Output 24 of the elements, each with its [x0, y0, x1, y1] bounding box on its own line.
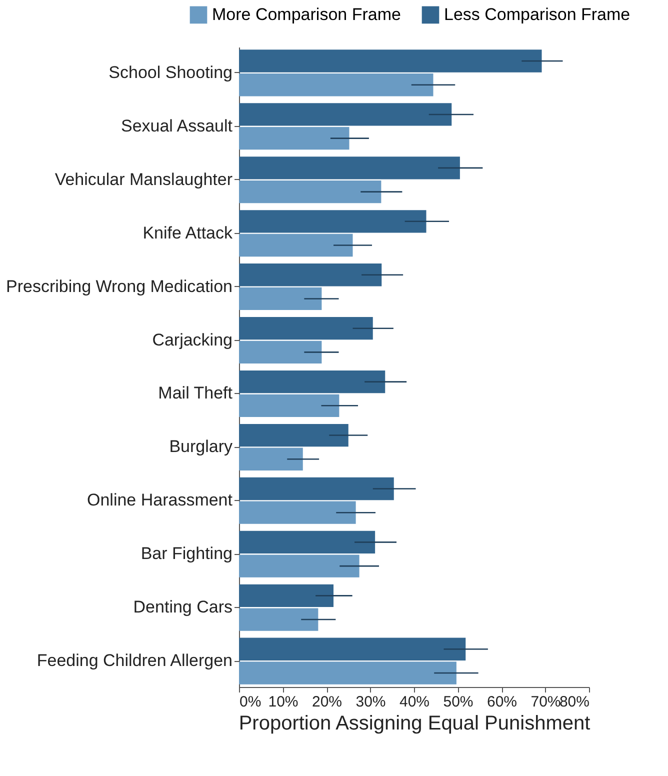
y-tick-label: Mail Theft: [158, 384, 233, 403]
x-tick-label: 60%: [486, 694, 518, 710]
x-tick-label: 50%: [443, 694, 474, 710]
y-tick-label: Prescribing Wrong Medication: [6, 276, 232, 296]
legend-label: More Comparison Frame: [212, 4, 401, 24]
x-tick-label: 20%: [312, 694, 342, 710]
x-tick-label: 40%: [399, 694, 430, 710]
y-tick-label: Knife Attack: [142, 223, 233, 242]
y-tick-label: Online Harassment: [86, 490, 233, 510]
x-tick-label: 30%: [356, 694, 386, 710]
legend-label: Less Comparison Frame: [444, 4, 630, 24]
y-tick-label: School Shooting: [108, 62, 232, 82]
x-tick-label: 10%: [268, 694, 298, 710]
y-tick-label: Vehicular Manslaughter: [54, 170, 233, 189]
y-tick-label: Burglary: [169, 437, 233, 456]
x-tick-label: 70%: [530, 694, 561, 710]
x-tick-label: 80%: [559, 694, 590, 710]
y-tick-label: Sexual Assault: [120, 116, 233, 136]
x-axis-title: Proportion Assigning Equal Punishment: [238, 712, 591, 734]
y-tick-label: Bar Fighting: [140, 544, 232, 564]
x-tick-label: 0%: [240, 694, 262, 710]
y-tick-label: Carjacking: [152, 330, 232, 350]
y-tick-label: Feeding Children Allergen: [36, 651, 232, 670]
y-tick-label: Denting Cars: [133, 598, 232, 617]
